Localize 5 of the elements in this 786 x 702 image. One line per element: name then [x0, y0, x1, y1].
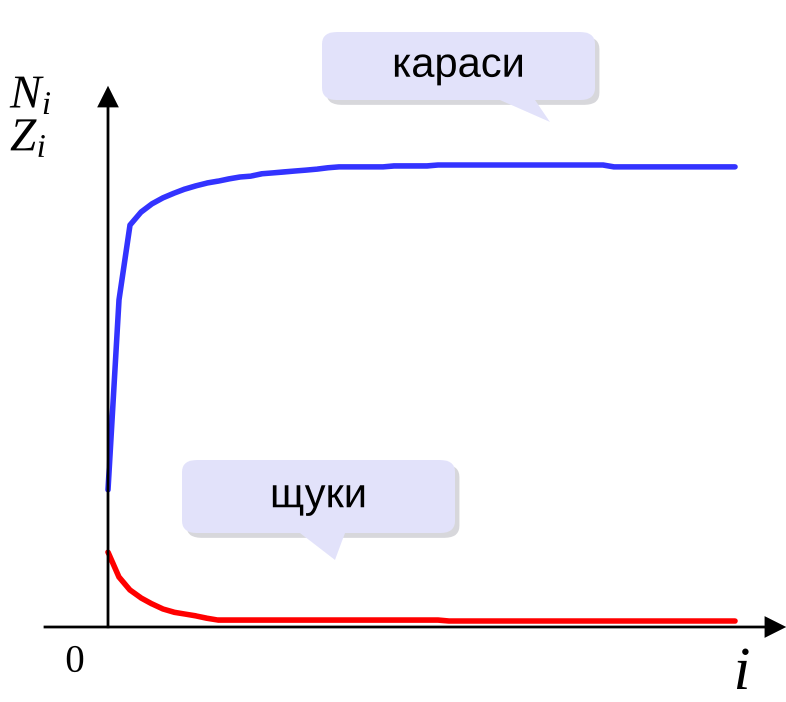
x-axis-title: i	[736, 648, 749, 689]
text: 0	[66, 646, 84, 672]
text: щуки	[272, 485, 364, 516]
y-axis-title: N$_{i}$ Z$_{i}$	[10, 76, 50, 157]
series-label: караси	[394, 54, 522, 86]
